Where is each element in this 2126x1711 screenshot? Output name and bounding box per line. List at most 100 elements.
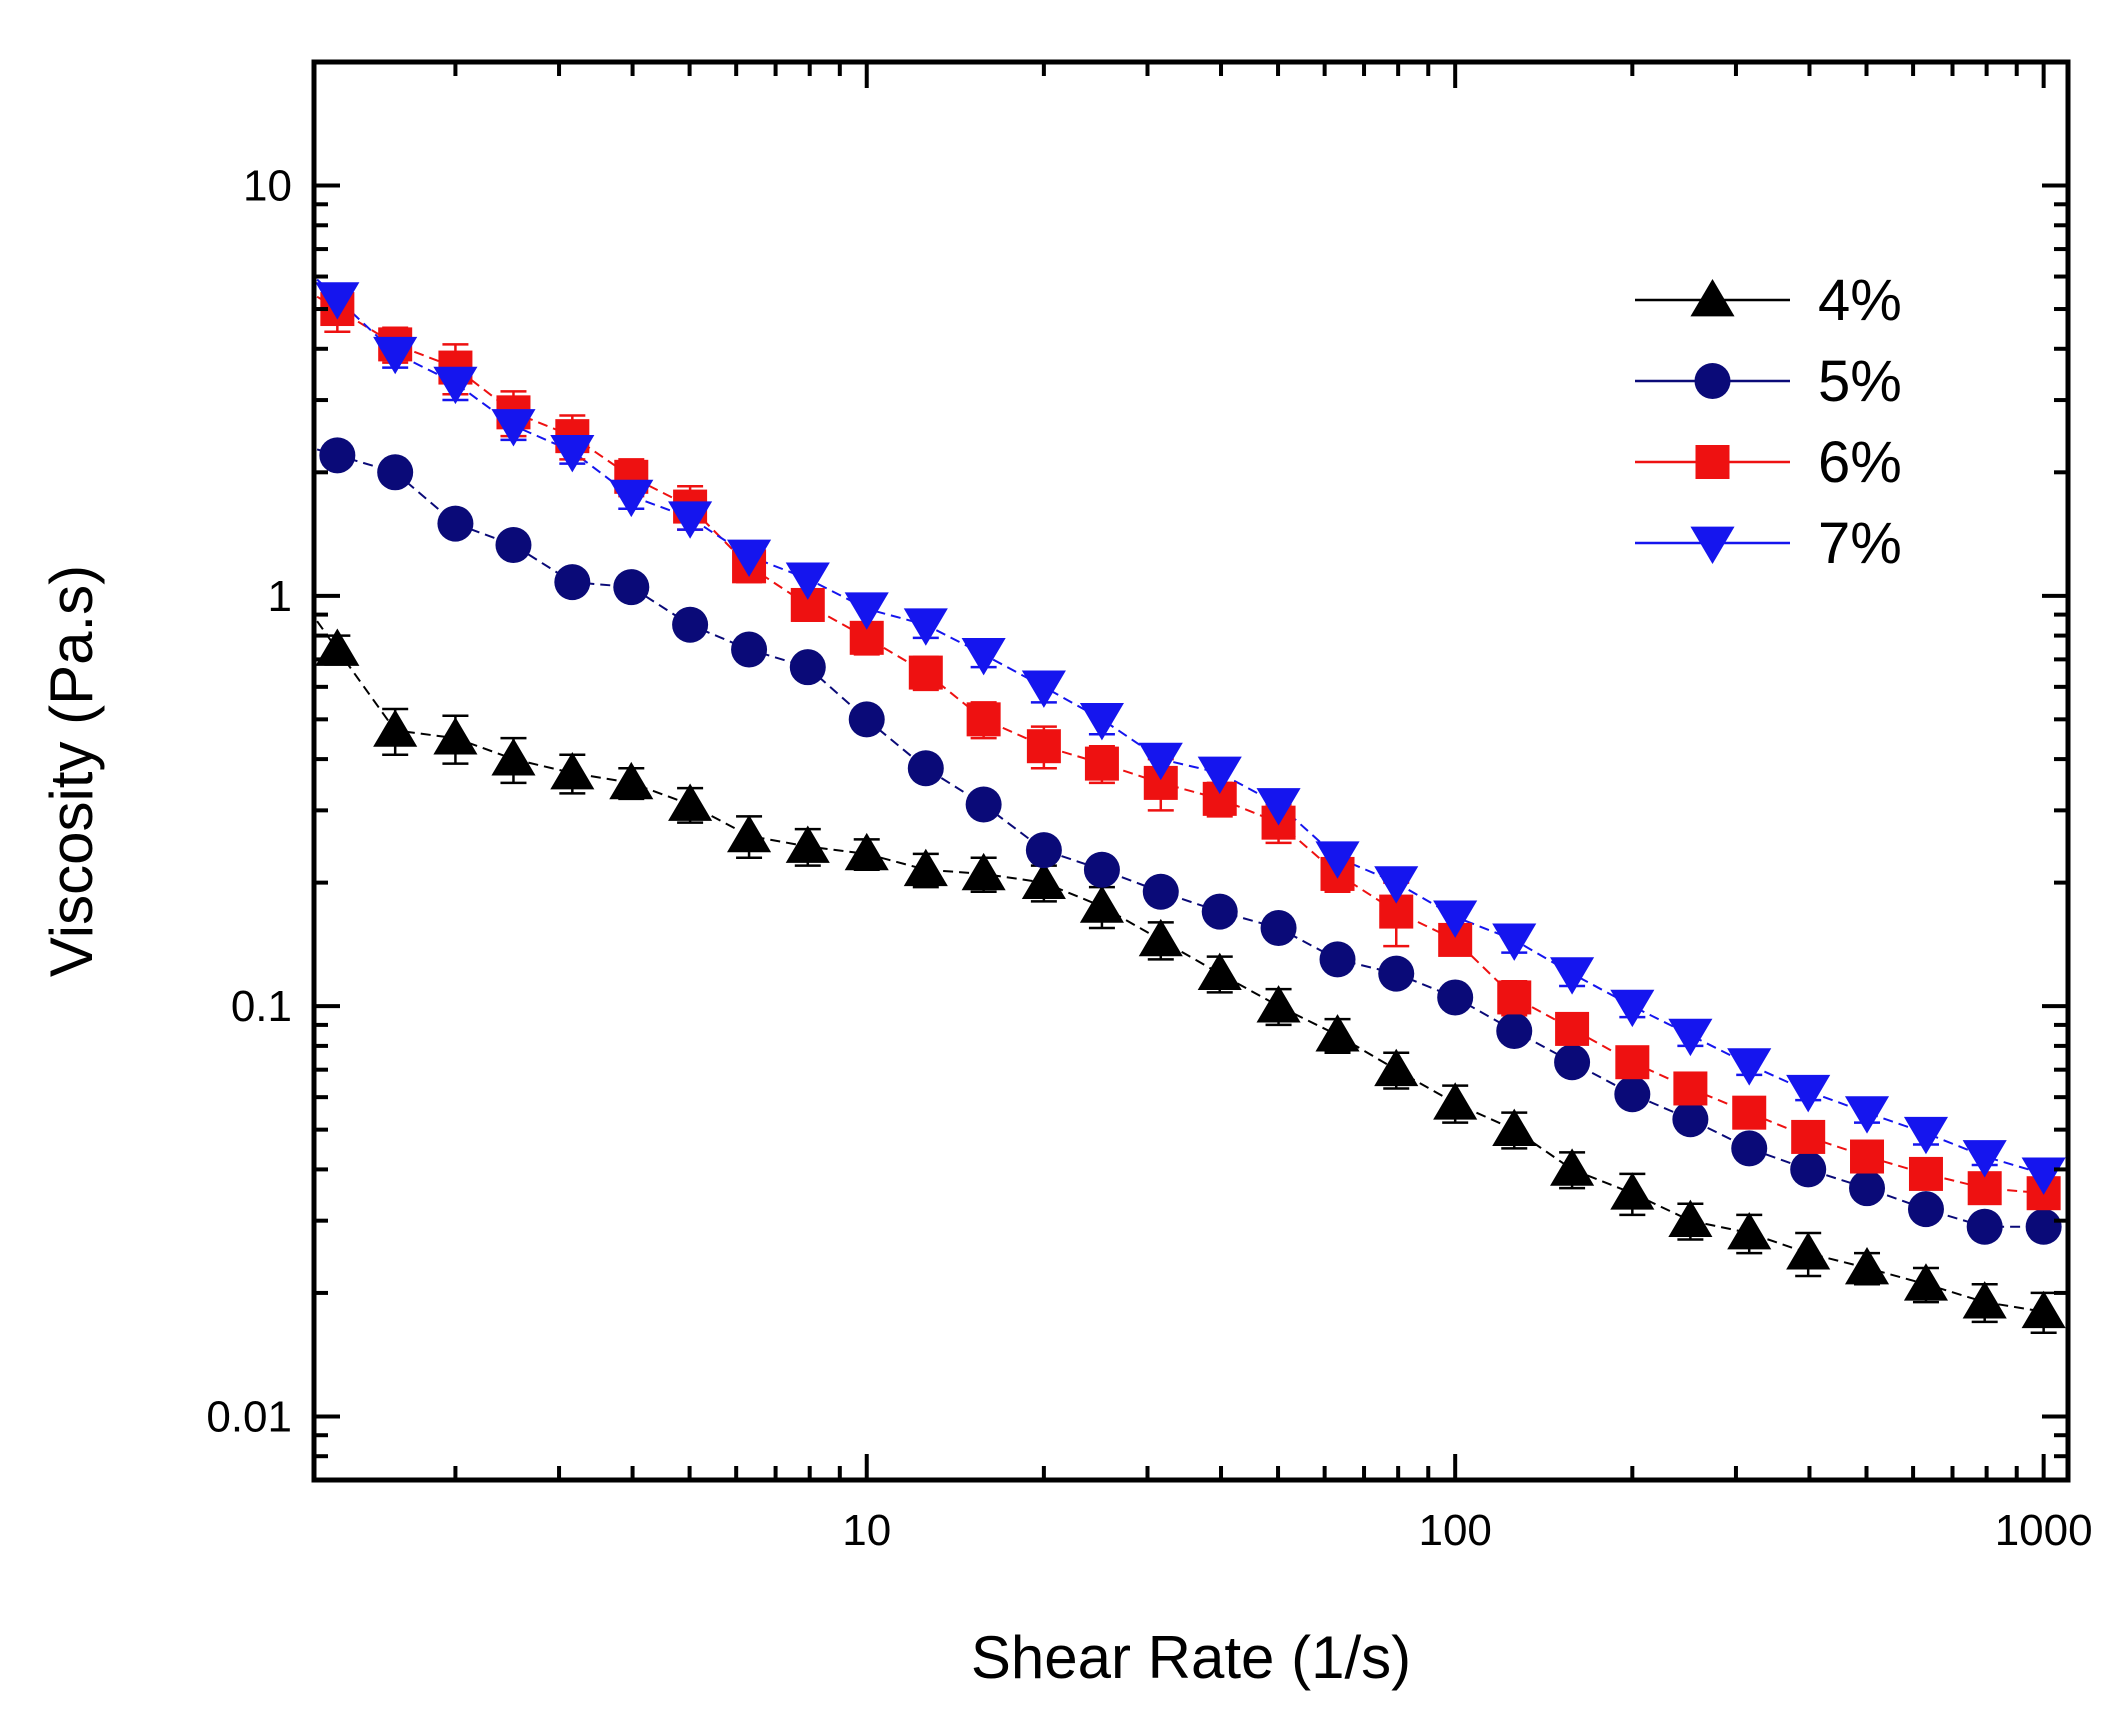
y-tick-label: 1 bbox=[268, 572, 292, 621]
data-point-4pct bbox=[1021, 861, 1066, 899]
series-line-4pct bbox=[316, 620, 2044, 1313]
data-point-5pct bbox=[1614, 1076, 1651, 1113]
data-point-4pct bbox=[903, 848, 948, 887]
data-point-5pct bbox=[2025, 1208, 2062, 1245]
data-point-6pct bbox=[1850, 1139, 1885, 1174]
data-point-7pct bbox=[1786, 1074, 1831, 1113]
y-tick-label: 10 bbox=[243, 162, 292, 211]
data-point-5pct bbox=[495, 527, 532, 564]
data-point-5pct bbox=[377, 454, 414, 491]
data-point-5pct bbox=[789, 649, 826, 686]
data-point-5pct bbox=[1790, 1151, 1827, 1188]
data-point-4pct bbox=[961, 852, 1006, 891]
data-point-7pct bbox=[609, 479, 654, 518]
legend-marker bbox=[1690, 279, 1735, 317]
x-tick-label: 10 bbox=[842, 1506, 891, 1555]
data-point-7pct bbox=[1962, 1140, 2007, 1178]
data-point-5pct bbox=[1201, 893, 1238, 930]
data-point-4pct bbox=[609, 761, 654, 800]
data-point-7pct bbox=[1315, 841, 1360, 879]
legend-entry-6pct: 6% bbox=[1635, 430, 1902, 495]
plot-frame bbox=[311, 59, 2071, 1483]
data-point-7pct bbox=[550, 434, 595, 473]
legend-marker bbox=[1695, 445, 1730, 479]
data-point-4pct bbox=[2021, 1290, 2066, 1329]
data-point-4pct bbox=[1315, 1014, 1360, 1052]
data-point-4pct bbox=[1433, 1082, 1478, 1120]
data-points bbox=[315, 282, 2066, 1329]
data-point-7pct bbox=[315, 282, 360, 320]
legend-entry-5pct: 5% bbox=[1635, 349, 1902, 414]
axes: 10 100 1000 0.01 0.1 1 10 bbox=[206, 59, 2093, 1555]
data-point-4pct bbox=[1610, 1172, 1655, 1210]
data-point-7pct bbox=[1492, 923, 1537, 961]
data-point-7pct bbox=[785, 562, 830, 600]
series-line-7pct bbox=[316, 278, 2044, 1175]
data-point-5pct bbox=[1907, 1191, 1944, 1228]
data-point-7pct bbox=[727, 539, 772, 578]
data-point-7pct bbox=[373, 336, 418, 375]
data-point-5pct bbox=[1437, 979, 1474, 1016]
data-point-4pct bbox=[1197, 952, 1242, 991]
data-point-4pct bbox=[1079, 885, 1124, 923]
data-point-5pct bbox=[437, 505, 474, 542]
data-point-4pct bbox=[1962, 1281, 2007, 1319]
data-point-5pct bbox=[1083, 851, 1120, 888]
data-point-7pct bbox=[903, 608, 948, 646]
data-point-5pct bbox=[1142, 873, 1179, 910]
legend-marker bbox=[1690, 526, 1735, 564]
y-tick-label: 0.1 bbox=[231, 982, 292, 1031]
data-point-5pct bbox=[848, 701, 885, 738]
x-axis-title: Shear Rate (1/s) bbox=[971, 1624, 1411, 1691]
data-point-4pct bbox=[1256, 985, 1301, 1023]
data-point-5pct bbox=[1025, 832, 1062, 869]
data-point-5pct bbox=[965, 786, 1002, 823]
data-point-4pct bbox=[1786, 1232, 1831, 1270]
data-point-4pct bbox=[727, 814, 772, 853]
data-point-7pct bbox=[844, 592, 889, 630]
data-point-4pct bbox=[373, 709, 418, 747]
data-point-5pct bbox=[1554, 1044, 1591, 1081]
data-point-6pct bbox=[1615, 1045, 1650, 1080]
data-point-7pct bbox=[1433, 900, 1478, 938]
data-point-4pct bbox=[1374, 1048, 1419, 1087]
data-point-4pct bbox=[1844, 1247, 1890, 1285]
legend-label: 5% bbox=[1818, 349, 1902, 414]
data-point-7pct bbox=[433, 366, 478, 405]
data-point-6pct bbox=[1791, 1119, 1826, 1154]
data-point-4pct bbox=[550, 751, 595, 790]
data-point-5pct bbox=[1319, 941, 1356, 978]
data-point-5pct bbox=[613, 569, 650, 606]
data-point-5pct bbox=[554, 564, 591, 601]
y-axis-title: Viscosity (Pa.s) bbox=[38, 565, 105, 977]
data-point-5pct bbox=[1260, 910, 1297, 947]
data-point-6pct bbox=[1497, 980, 1532, 1015]
data-point-4pct bbox=[668, 783, 713, 821]
y-tick-label: 0.01 bbox=[206, 1392, 292, 1441]
data-point-6pct bbox=[908, 655, 943, 690]
data-point-6pct bbox=[1732, 1095, 1767, 1130]
data-point-5pct bbox=[1731, 1130, 1768, 1167]
data-point-7pct bbox=[2021, 1157, 2066, 1195]
legend-label: 4% bbox=[1818, 268, 1902, 333]
data-point-5pct bbox=[1378, 955, 1415, 992]
data-point-5pct bbox=[1849, 1170, 1886, 1207]
data-point-7pct bbox=[1079, 702, 1124, 741]
data-point-7pct bbox=[1844, 1096, 1890, 1134]
data-point-7pct bbox=[961, 637, 1006, 676]
data-point-4pct bbox=[1492, 1108, 1537, 1147]
data-point-7pct bbox=[1021, 670, 1066, 708]
data-point-6pct bbox=[1084, 746, 1119, 781]
data-point-7pct bbox=[1550, 957, 1595, 995]
data-point-6pct bbox=[966, 702, 1001, 737]
data-point-7pct bbox=[1668, 1018, 1713, 1057]
legend-marker bbox=[1694, 363, 1731, 399]
data-point-6pct bbox=[1026, 729, 1061, 764]
data-point-7pct bbox=[1138, 742, 1183, 781]
data-point-5pct bbox=[672, 606, 709, 643]
data-point-4pct bbox=[1668, 1199, 1713, 1238]
data-point-4pct bbox=[1903, 1263, 1949, 1301]
data-point-4pct bbox=[1550, 1148, 1595, 1186]
